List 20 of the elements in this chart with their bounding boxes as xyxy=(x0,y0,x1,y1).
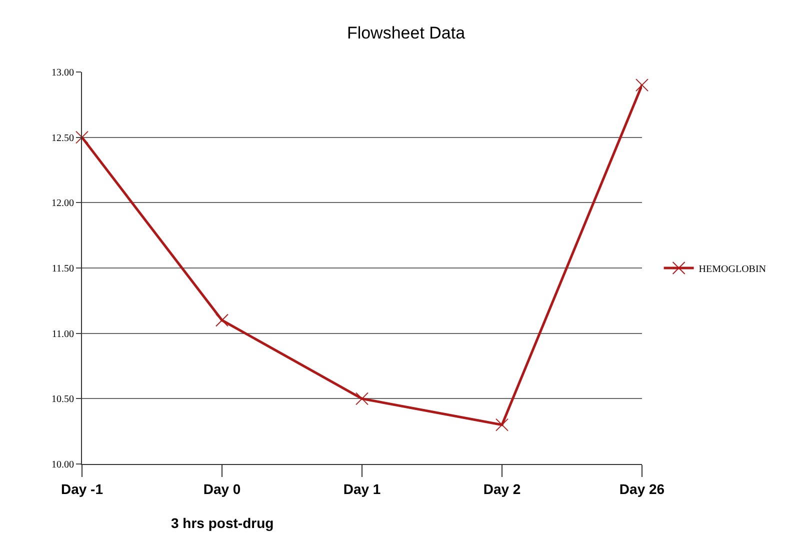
y-tick-label: 10.50 xyxy=(52,394,74,406)
y-tick-label: 11.00 xyxy=(52,328,74,340)
x-tick-label: Day 26 xyxy=(619,480,665,497)
y-tick-label: 11.50 xyxy=(52,264,74,274)
y-tick-label: 12.00 xyxy=(52,198,74,210)
text: 3 hrs post-drug xyxy=(171,515,274,531)
x-tick-label: Day 2 xyxy=(483,480,521,497)
y-tick-label: 13.00 xyxy=(52,68,74,78)
y-tick-label: 12.50 xyxy=(52,132,74,144)
point xyxy=(356,392,368,406)
point xyxy=(216,314,228,327)
chart-title: Flowsheet Data xyxy=(346,24,466,43)
legend-label: HEMOGLOBIN xyxy=(698,264,766,275)
x-tick-label: Day 0 xyxy=(203,480,241,497)
point xyxy=(496,418,508,432)
y-tick-label: 10.00 xyxy=(52,460,74,470)
x-tick-label: Day -1 xyxy=(60,480,104,497)
point xyxy=(76,130,88,144)
x-tick-label: Day 1 xyxy=(343,480,381,497)
point xyxy=(636,78,648,92)
